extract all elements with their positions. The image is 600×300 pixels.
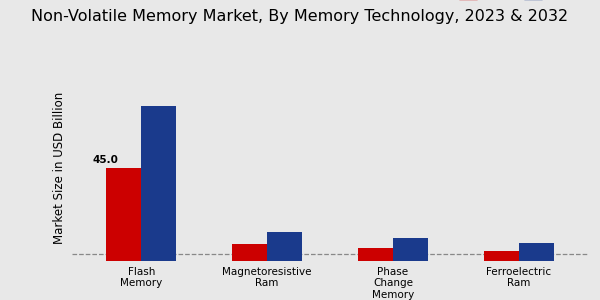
Y-axis label: Market Size in USD Billion: Market Size in USD Billion	[53, 92, 67, 244]
Bar	[232, 244, 267, 261]
Bar	[358, 248, 393, 261]
Text: Non-Volatile Memory Market, By Memory Technology, 2023 & 2032: Non-Volatile Memory Market, By Memory Te…	[31, 9, 569, 24]
Bar	[267, 232, 302, 261]
Text: 45.0: 45.0	[92, 155, 119, 165]
Bar	[519, 243, 554, 261]
Bar	[484, 251, 519, 261]
Legend: 2023, 2032: 2023, 2032	[454, 0, 582, 7]
Bar	[141, 106, 176, 261]
Bar	[393, 238, 428, 261]
Bar	[106, 168, 141, 261]
